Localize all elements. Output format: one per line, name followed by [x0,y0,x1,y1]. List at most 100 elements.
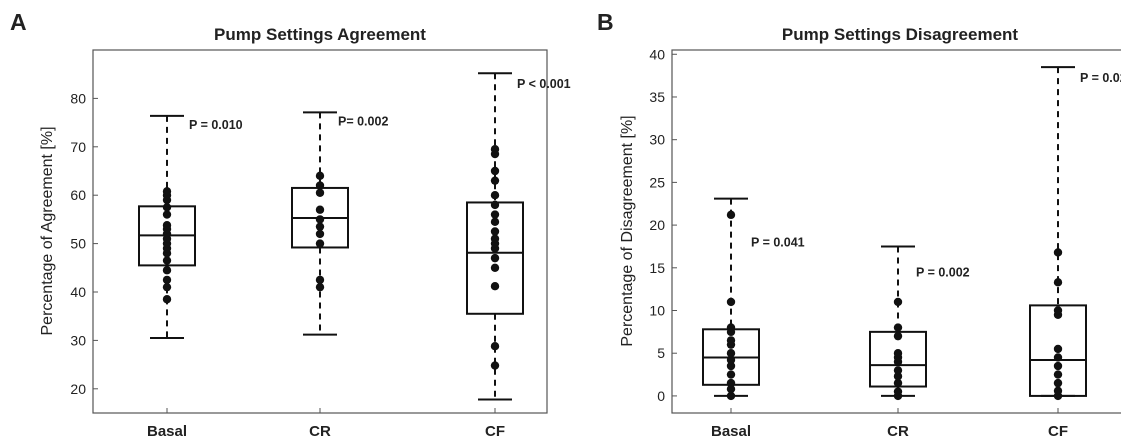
y-tick-label: 35 [649,89,665,105]
data-point [726,210,736,220]
data-point [726,361,736,371]
panel-a-y-ticks: 20 30 40 50 60 70 80 [70,90,98,397]
panel-b: B Pump Settings Disagreement Percentage … [597,9,1121,440]
data-point [726,323,736,332]
data-point [315,239,325,248]
data-point [162,295,172,304]
y-tick-label: 30 [649,132,665,148]
x-tick-label: CR [887,423,909,440]
y-tick-label: 25 [649,174,665,190]
panel-b-axes-frame [671,49,1121,414]
panel-b-boxes: P = 0.041 P = 0.002 P = 0.023 [702,66,1121,401]
data-point [162,221,172,230]
data-point [315,188,325,197]
x-tick-label: CF [1048,423,1068,440]
data-point [490,227,500,236]
y-tick-label: 5 [657,345,665,361]
x-tick-label: Basal [147,423,187,440]
panel-a-x-ticks: Basal CR CF [147,408,505,440]
y-tick-label: 80 [70,90,86,106]
data-point [893,349,903,358]
data-point [162,210,172,219]
data-point [726,297,736,307]
data-point [315,171,325,181]
panel-b-x-ticks: Basal CR CF [711,408,1068,440]
data-point [490,176,500,185]
data-point [1053,353,1063,362]
data-point [490,253,500,263]
data-point [1053,344,1063,354]
data-point [490,263,500,272]
data-point [1053,248,1063,257]
y-tick-label: 50 [70,236,86,252]
data-point [1053,386,1063,395]
x-tick-label: CR [309,423,331,440]
data-point [490,361,500,370]
y-tick-label: 40 [649,46,665,62]
panel-a-title: Pump Settings Agreement [214,25,426,44]
data-point [893,372,903,381]
data-point [315,229,325,239]
data-point [1053,378,1063,388]
x-tick-label: CF [485,423,505,440]
data-point [1053,361,1063,371]
data-point [162,203,172,212]
data-point [162,256,172,265]
data-point [490,191,500,200]
data-point [726,355,736,365]
y-tick-label: 60 [70,187,86,203]
data-point [726,378,736,388]
data-point [490,145,500,154]
data-point [893,297,903,307]
panel-a-ylabel: Percentage of Agreement [%] [39,126,56,335]
y-tick-label: 30 [70,332,86,348]
data-point [162,187,172,196]
y-tick-label: 70 [70,139,86,155]
p-value-annotation: P = 0.023 [1080,71,1121,85]
data-point [490,234,500,243]
panel-a: A Pump Settings Agreement Percentage of … [10,9,571,440]
data-point [162,266,172,275]
data-point [315,222,325,231]
data-point [893,366,903,375]
data-point [1053,278,1063,287]
data-point [490,342,500,351]
data-point [315,215,325,224]
data-point [893,387,903,396]
y-tick-label: 40 [70,284,86,300]
data-point [162,275,172,285]
p-value-annotation: P < 0.001 [517,77,571,91]
data-point [893,378,903,388]
data-point [726,384,736,394]
data-point [726,336,736,345]
panel-b-title: Pump Settings Disagreement [782,25,1019,44]
data-point [315,275,325,285]
data-point [315,205,325,214]
x-tick-label: Basal [711,423,751,440]
p-value-annotation: P = 0.041 [751,236,805,250]
data-point [1053,306,1063,315]
panel-b-ylabel: Percentage of Disagreement [%] [619,115,636,346]
y-tick-label: 20 [649,217,665,233]
data-point [893,331,903,341]
data-point [162,282,172,292]
data-point [490,210,500,219]
y-tick-label: 10 [649,303,665,319]
data-point [490,200,500,210]
data-point [726,391,736,401]
data-point [315,181,325,190]
panel-letter-b: B [597,9,614,35]
data-point [490,217,500,227]
data-point [490,166,500,176]
panel-a-boxes: P = 0.010 P= 0.002 P < 0.001 [138,72,571,401]
data-point [726,370,736,379]
p-value-annotation: P = 0.010 [189,118,243,132]
panel-letter-a: A [10,9,27,35]
panel-b-y-ticks: 0 5 10 15 20 25 30 35 40 [649,46,677,404]
y-tick-label: 0 [657,388,665,404]
data-point [893,323,903,332]
y-tick-label: 20 [70,381,86,397]
p-value-annotation: P = 0.002 [916,265,970,279]
